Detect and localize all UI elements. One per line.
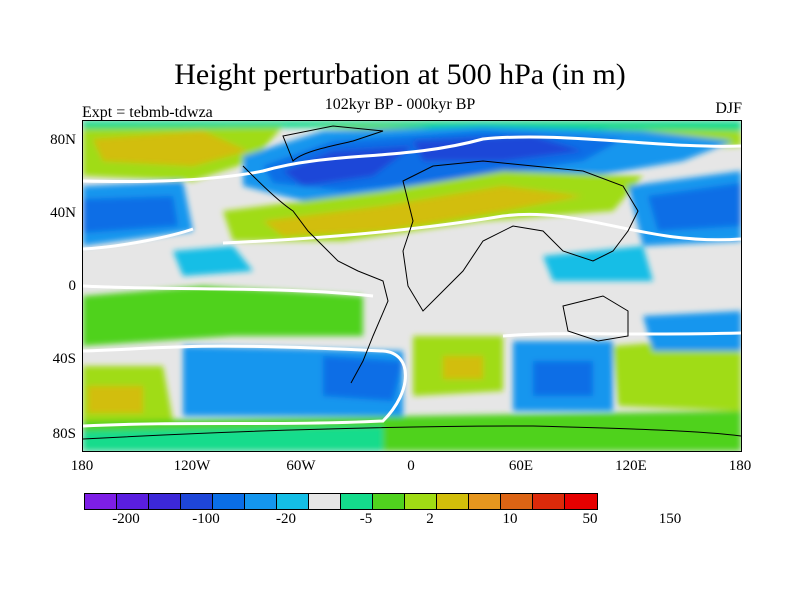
lon-label-0: 0 [407,458,415,474]
lon-label-60w: 60W [286,458,316,474]
lon-label-180w: 180 [70,458,94,474]
field-patch [643,311,741,351]
field-patch [648,183,741,231]
field-patch [613,336,741,411]
colorbar-swatch [501,494,533,509]
field-patch [83,426,383,451]
field-patch [173,246,253,276]
colorbar-swatch [181,494,213,509]
contour-map [83,121,741,451]
colorbar-swatch [405,494,437,509]
colorbar-label: 10 [502,511,518,527]
colorbar-label: -5 [359,511,373,527]
colorbar-swatch [277,494,309,509]
colorbar-swatch [341,494,373,509]
colorbar-swatch [149,494,181,509]
colorbar-label: 150 [658,511,682,527]
colorbar-swatch [533,494,565,509]
field-patch [443,356,483,379]
field-patch [533,361,593,396]
colorbar-swatch [469,494,501,509]
colorbar-swatch [309,494,341,509]
lon-label-120e: 120E [615,458,647,474]
colorbar-label: -100 [192,511,220,527]
colorbar [84,493,598,510]
colorbar-swatch [565,494,597,509]
season-label: DJF [715,100,742,117]
lat-label-80s: 80S [52,426,76,442]
field-patch [83,286,363,346]
field-patch [263,186,583,236]
coastlines [83,125,741,440]
lat-label-0: 0 [68,278,77,294]
field-patch [88,386,143,413]
plot-title: Height perturbation at 500 hPa (in m) [174,58,626,91]
lon-label-60e: 60E [508,458,534,474]
colorbar-label: 50 [582,511,598,527]
plot-subtitle: 102kyr BP - 000kyr BP [324,96,476,113]
field-patch [323,356,403,401]
field-patch [413,136,583,161]
colorbar-swatch [117,494,149,509]
colorbar-swatch [245,494,277,509]
field-patch [93,131,248,166]
experiment-label: Expt = tebmb-tdwza [82,104,213,121]
lon-label-120w: 120W [173,458,211,474]
zero-contours [83,135,741,428]
colorbar-swatch [213,494,245,509]
colorbar-swatch [85,494,117,509]
lat-label-40s: 40S [52,351,76,367]
field-patch [543,246,653,281]
colorbar-label: 2 [426,511,434,527]
colorbar-swatch [373,494,405,509]
field-patch [83,121,741,131]
map-plot-area [82,120,742,452]
lat-label-40n: 40N [50,205,76,221]
lat-label-80n: 80N [50,132,76,148]
colorbar-label: -20 [276,511,296,527]
colorbar-label: -200 [112,511,140,527]
lon-label-180e: 180 [728,458,752,474]
field-patch [83,196,178,233]
colorbar-swatch [437,494,469,509]
